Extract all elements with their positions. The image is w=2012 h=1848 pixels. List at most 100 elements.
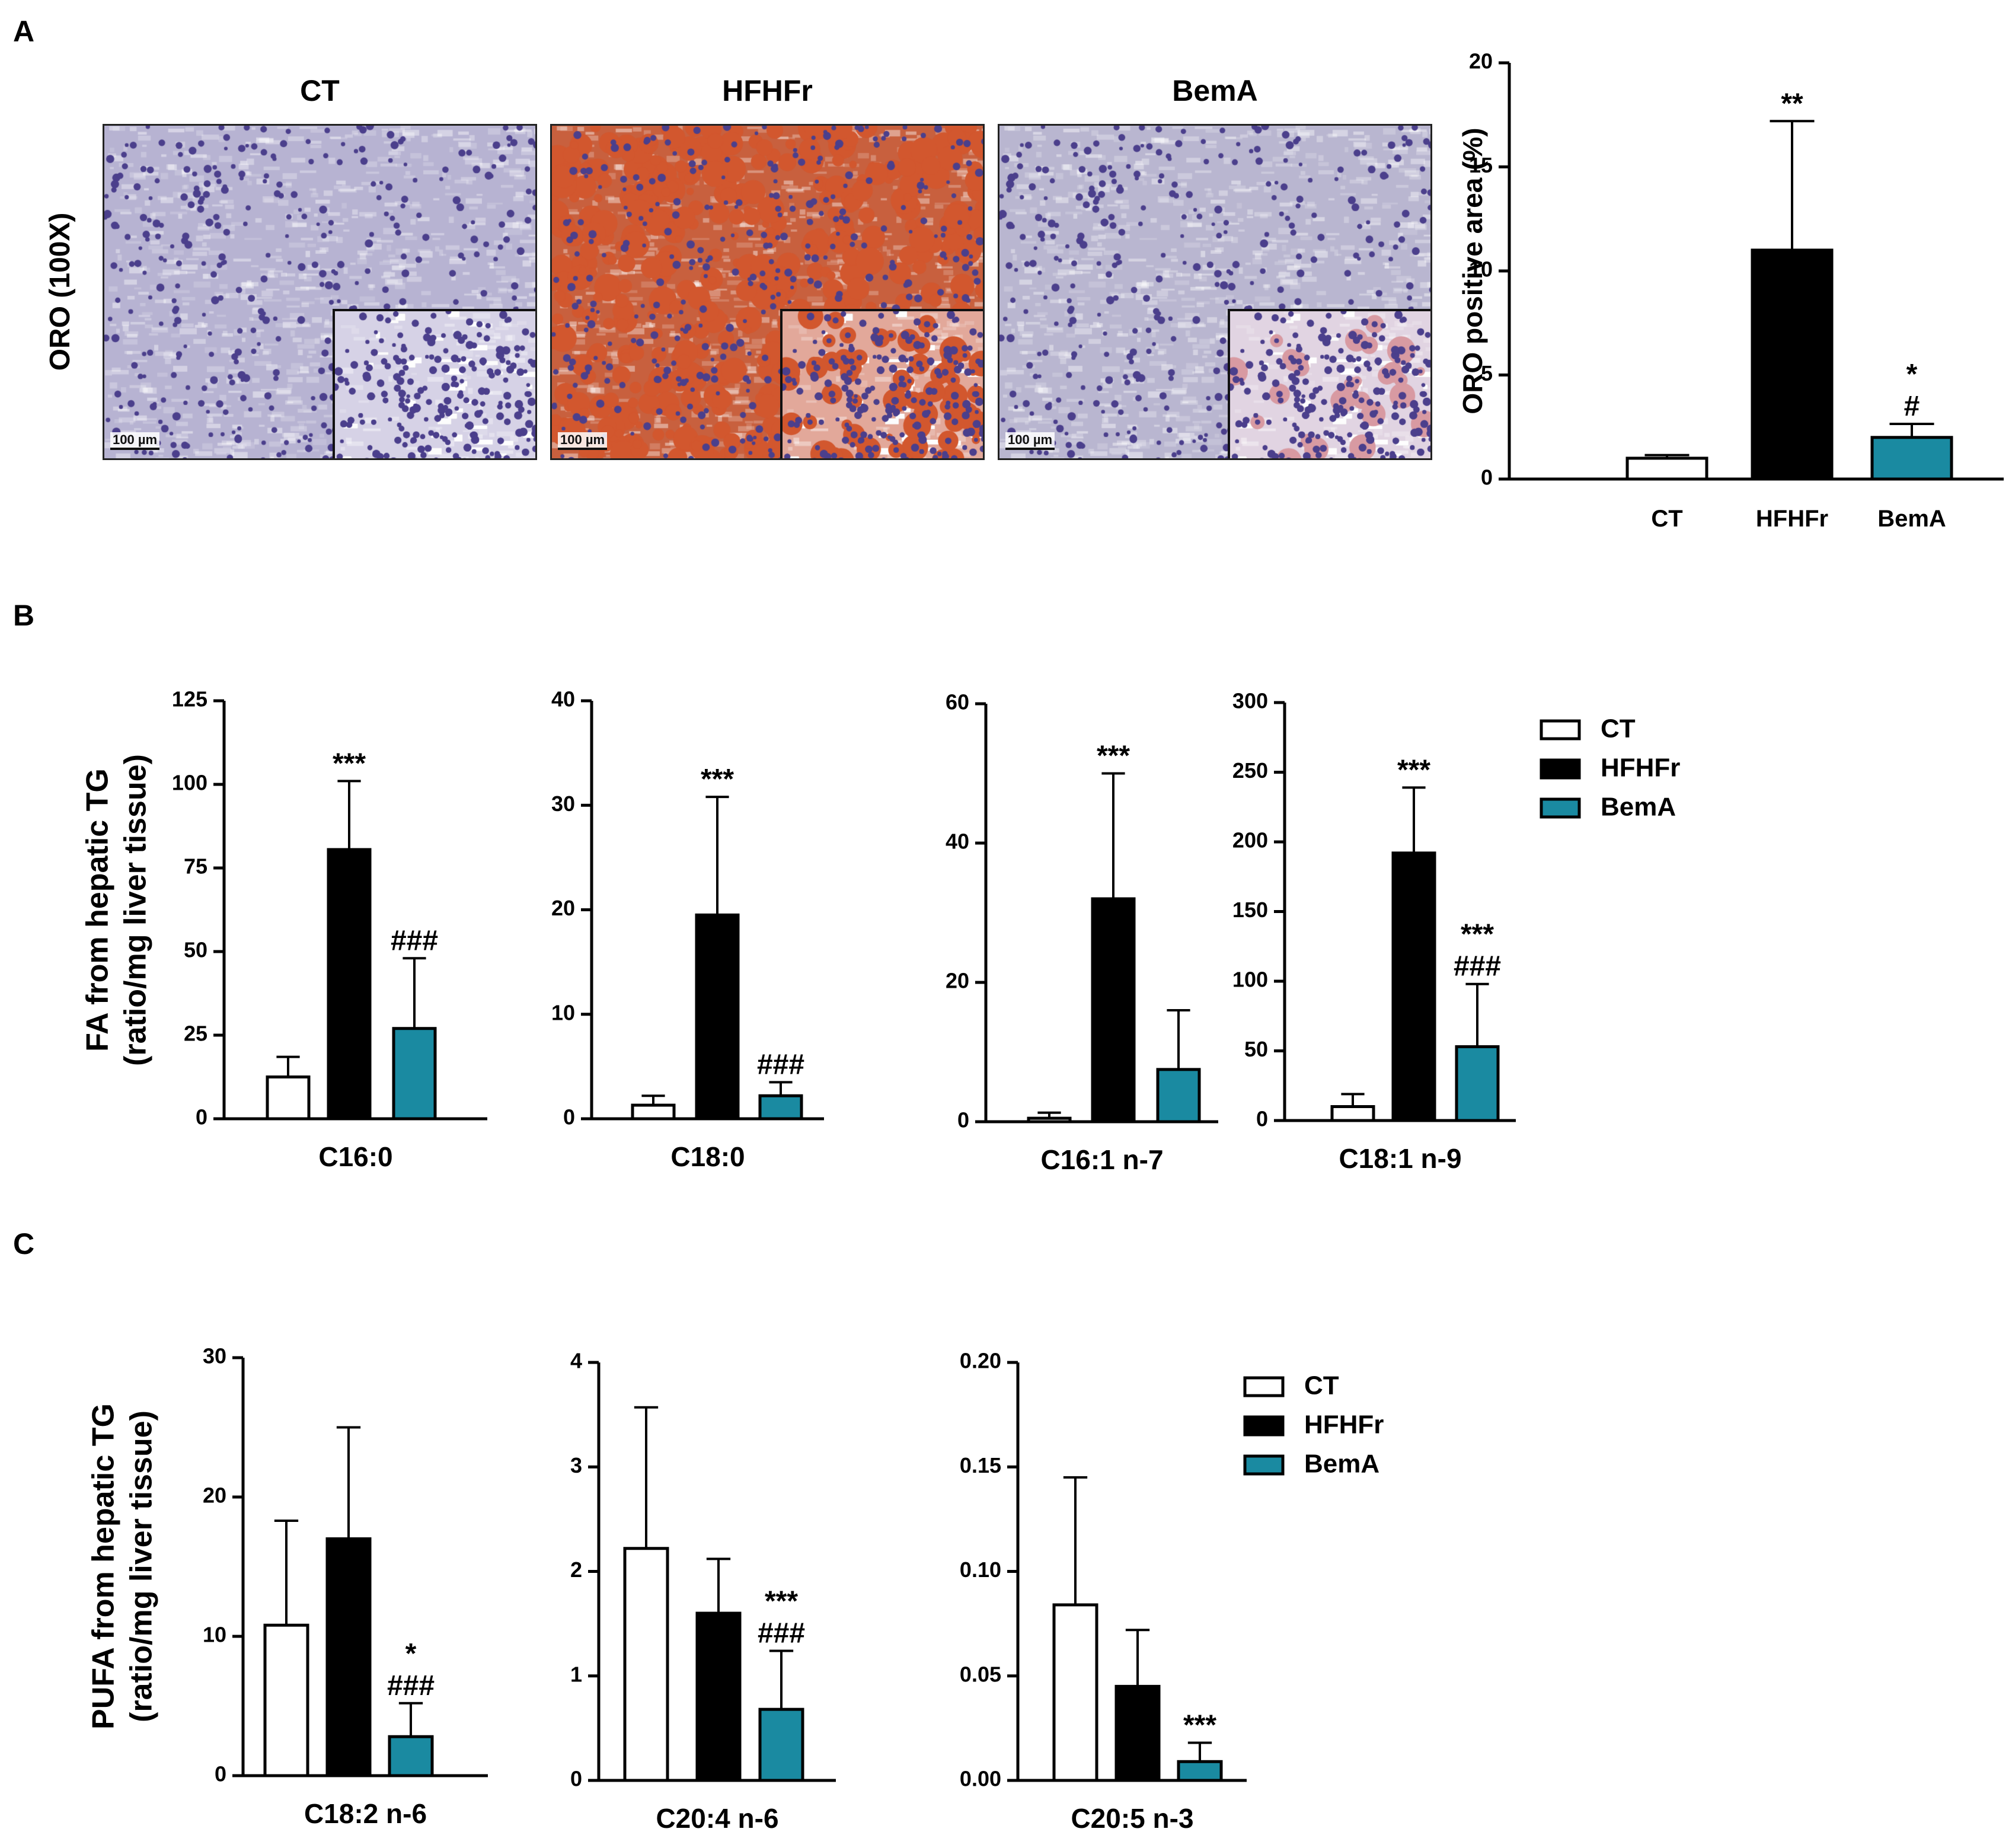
legend-swatch-hfhfr — [1540, 758, 1581, 780]
y-tick-label: 5 — [1481, 361, 1493, 385]
panel-letter-b: B — [13, 599, 34, 632]
significance-mark: *** — [765, 1585, 798, 1617]
y-tick-label: 50 — [184, 938, 207, 962]
y-tick-label: 300 — [1232, 689, 1268, 713]
x-axis-label: C18:2 n-6 — [304, 1798, 427, 1829]
x-tick-label: BemA — [1877, 506, 1946, 532]
y-axis-label: ORO positive area (%) — [1457, 127, 1488, 414]
y-tick-label: 125 — [172, 687, 207, 711]
panel-letter-a: A — [13, 15, 34, 48]
y-tick-label: 30 — [203, 1344, 226, 1368]
legend-swatch-ct — [1540, 719, 1581, 741]
x-axis-label: C20:5 n-3 — [1071, 1803, 1193, 1834]
y-tick-label: 15 — [1469, 153, 1493, 177]
bar-bema — [758, 1094, 803, 1121]
bar-bema — [1156, 1068, 1201, 1124]
legend-swatch-hfhfr — [1243, 1415, 1285, 1437]
y-tick-label: 3 — [570, 1453, 582, 1477]
micrograph-bema: 100 µm — [998, 124, 1432, 460]
y-tick-label: 100 — [1232, 968, 1268, 992]
bar-ct — [631, 1103, 676, 1121]
bar-ct — [1052, 1603, 1098, 1782]
significance-mark: ### — [1454, 951, 1501, 982]
y-tick-label: 0.05 — [960, 1662, 1001, 1686]
y-tick-label: 0.00 — [960, 1767, 1001, 1791]
y-tick-label: 40 — [946, 829, 969, 854]
bar-ct — [1625, 457, 1708, 481]
y-tick-label: 50 — [1244, 1037, 1268, 1061]
x-axis-label: C18:1 n-9 — [1339, 1143, 1461, 1174]
y-tick-label: 30 — [551, 791, 575, 816]
chart-B-c180: 0 10 20 30 40 *** ### C18:0 — [551, 687, 824, 1172]
significance-mark: *** — [1097, 741, 1130, 772]
significance-mark: # — [1904, 391, 1920, 422]
y-tick-label: 100 — [172, 771, 207, 795]
y-tick-label: 200 — [1232, 828, 1268, 853]
y-axis-label: (ratio/mg liver tissue) — [124, 1410, 159, 1722]
y-tick-label: 0 — [563, 1105, 575, 1129]
legend-label-ct: CT — [1304, 1371, 1339, 1400]
y-tick-label: 0 — [196, 1105, 207, 1129]
bar-hfhfr — [1091, 897, 1136, 1124]
y-tick-label: 10 — [1469, 257, 1493, 282]
bar-bema — [1177, 1760, 1223, 1782]
legend-swatch-bema — [1243, 1454, 1285, 1476]
bar-bema — [1870, 436, 1953, 481]
chart-C-c205: 0.00 0.05 0.10 0.15 0.20 *** C20:5 n-3 — [960, 1349, 1247, 1834]
significance-mark: *** — [1461, 919, 1494, 950]
bar-hfhfr — [327, 848, 372, 1121]
bar-hfhfr — [695, 913, 740, 1121]
legend-label-hfhfr: HFHFr — [1601, 754, 1680, 783]
y-tick-label: 0.20 — [960, 1349, 1001, 1373]
y-tick-label: 4 — [570, 1349, 582, 1373]
y-axis-label: FA from hepatic TG — [81, 768, 115, 1052]
bar-ct — [1027, 1116, 1072, 1124]
bar-bema — [392, 1027, 437, 1121]
significance-mark: ### — [757, 1049, 804, 1080]
significance-mark: * — [1906, 359, 1918, 390]
chart-C-c182: 0 10 20 30 *### C18:2 n-6 PUFA from hepatic TG… — [87, 1344, 488, 1829]
row-label-oro: ORO (100X) — [44, 213, 76, 371]
significance-mark: ### — [391, 925, 438, 956]
y-tick-label: 150 — [1232, 898, 1268, 922]
y-axis-label: (ratio/mg liver tissue) — [119, 754, 153, 1066]
y-axis-label: PUFA from hepatic TG — [87, 1403, 121, 1729]
bar-bema — [1455, 1045, 1500, 1122]
y-tick-label: 20 — [1469, 49, 1493, 74]
y-tick-label: 2 — [570, 1557, 582, 1582]
x-axis-label: C20:4 n-6 — [656, 1803, 778, 1834]
y-tick-label: 250 — [1232, 758, 1268, 783]
bar-hfhfr — [325, 1537, 372, 1777]
significance-mark: *** — [1183, 1710, 1216, 1741]
bar-hfhfr — [1114, 1684, 1161, 1782]
legend-label-hfhfr: HFHFr — [1304, 1410, 1384, 1440]
significance-mark: ### — [387, 1670, 435, 1702]
scale-bar: 100 µm — [110, 432, 160, 450]
bar-hfhfr — [1391, 851, 1436, 1122]
scale-bar: 100 µm — [558, 432, 608, 450]
micrograph-inset — [333, 308, 535, 458]
bar-bema — [758, 1707, 804, 1782]
micrograph-title-hfhfr: HFHFr — [722, 74, 813, 107]
scale-bar: 100 µm — [1005, 432, 1055, 450]
bar-bema — [388, 1735, 434, 1777]
micrograph-inset — [1228, 308, 1430, 458]
x-axis-label: C18:0 — [670, 1141, 745, 1172]
panel-letter-c: C — [13, 1227, 34, 1260]
legend-label-ct: CT — [1601, 714, 1636, 743]
micrograph-inset — [780, 308, 983, 458]
bar-ct — [623, 1547, 669, 1782]
micrograph-title-bema: BemA — [1172, 74, 1257, 107]
bar-ct — [266, 1075, 311, 1121]
bar-ct — [263, 1623, 309, 1777]
legend-label-bema: BemA — [1601, 793, 1676, 822]
y-tick-label: 0.15 — [960, 1453, 1001, 1477]
y-tick-label: 0.10 — [960, 1557, 1001, 1582]
chart-C-c204: 0 1 2 3 4 ***### C20:4 n-6 — [570, 1349, 836, 1834]
y-tick-label: 0 — [570, 1767, 582, 1791]
significance-mark: *** — [1397, 754, 1430, 786]
y-tick-label: 10 — [551, 1000, 575, 1024]
y-tick-label: 20 — [946, 969, 969, 993]
bar-hfhfr — [695, 1611, 742, 1782]
